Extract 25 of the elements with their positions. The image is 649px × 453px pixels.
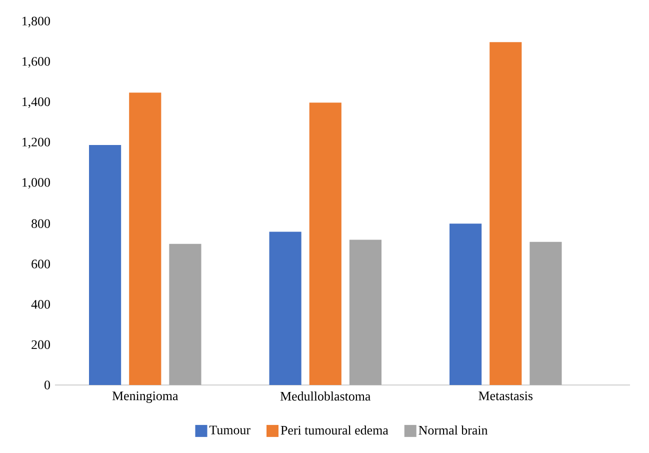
legend-label: Tumour (209, 426, 250, 434)
bar (490, 42, 522, 385)
bar (169, 244, 202, 385)
x-tick-label: Metastasis (478, 392, 533, 400)
x-tick-label: Meningioma (112, 392, 178, 403)
x-tick-label: Medulloblastoma (280, 392, 371, 401)
y-tick-label: 1,200 (22, 138, 50, 148)
legend-label: Normal brain (418, 425, 488, 435)
bar (450, 224, 482, 385)
y-tick-label: 1,400 (22, 97, 50, 108)
bar (309, 102, 342, 385)
y-tick-label: 800 (32, 219, 50, 228)
y-tick-label: 600 (32, 260, 50, 268)
bar (349, 240, 382, 385)
y-tick-label: 400 (31, 300, 50, 309)
bar (129, 92, 162, 385)
bar (530, 242, 562, 385)
y-tick-label: 200 (32, 340, 50, 350)
bar (269, 232, 302, 385)
y-tick-label: 1,600 (22, 57, 50, 68)
legend-label: Peri tumoural edema (280, 425, 388, 435)
y-tick-label: 0 (44, 380, 50, 390)
bar (89, 145, 122, 385)
y-tick-label: 1,800 (22, 16, 50, 28)
y-tick-label: 1,000 (22, 178, 50, 189)
